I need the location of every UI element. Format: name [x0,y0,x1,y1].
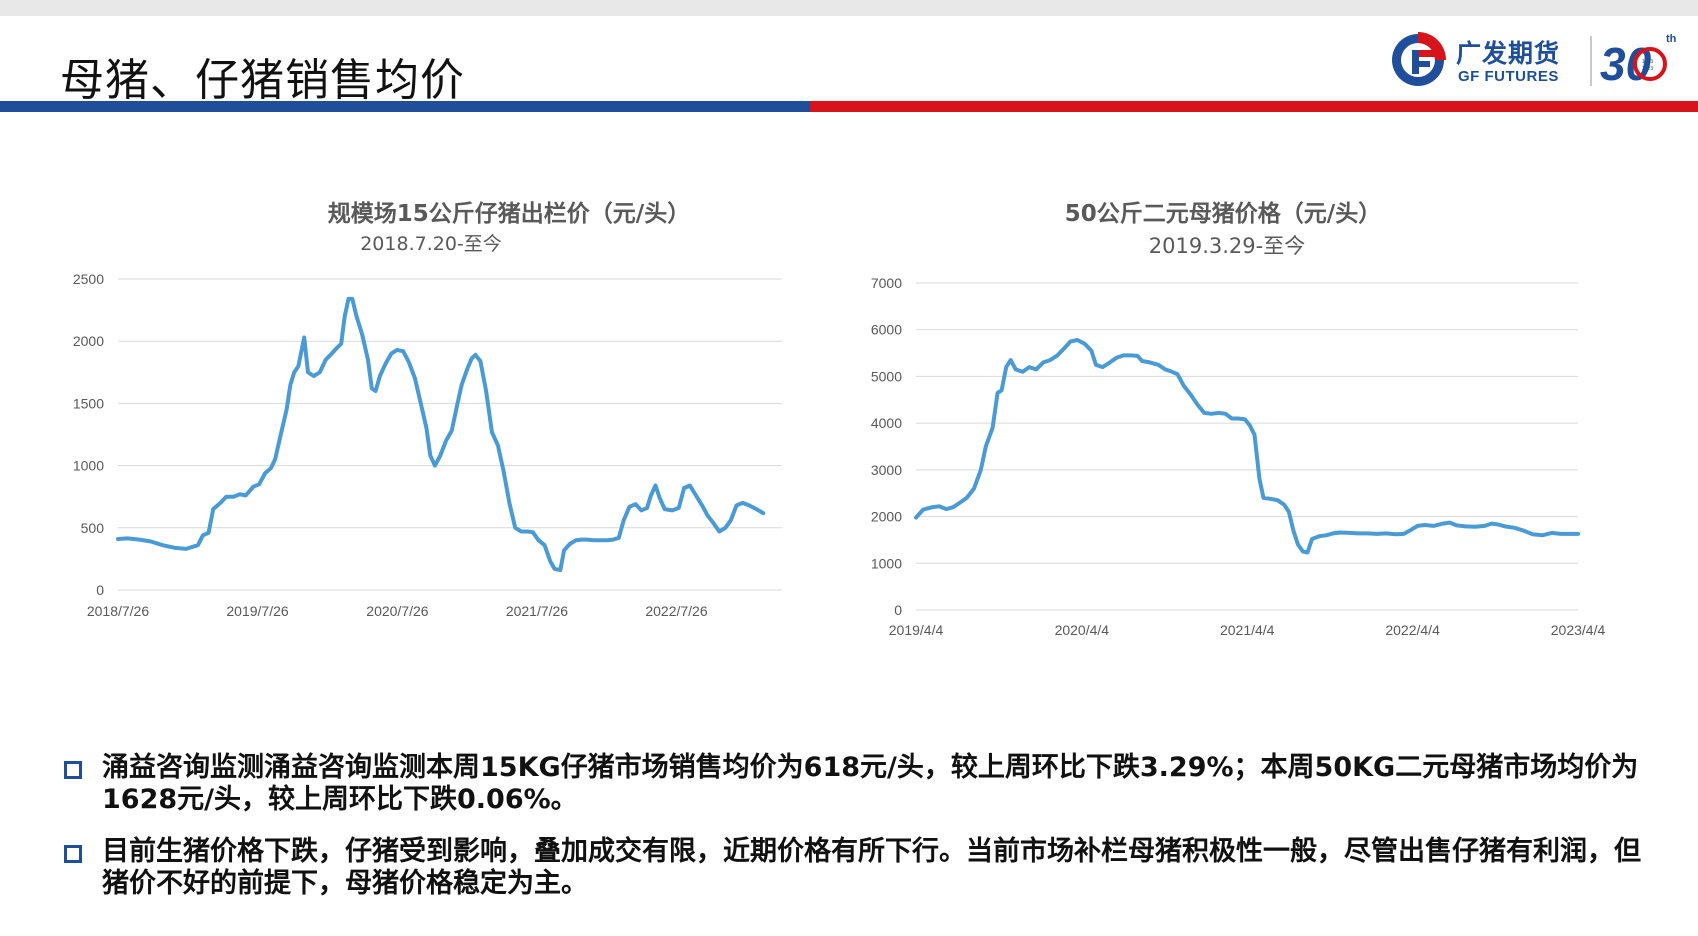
top-strip [0,0,1698,16]
anniversary-30th-icon: 30 1993 2023 th [1600,33,1677,90]
x-tick-label: 2019/7/26 [226,603,288,619]
header-bar-blue [0,101,810,112]
y-tick-label: 0 [894,602,902,618]
x-tick-label: 2021/4/4 [1220,622,1275,638]
series-line [116,296,766,573]
y-tick-label: 0 [96,582,104,598]
y-tick-label: 1500 [73,395,104,411]
x-tick-label: 2018/7/26 [87,603,149,619]
bullet-text: 目前生猪价格下跌，仔猪受到影响，叠加成交有限，近期价格有所下行。当前市场补栏母猪… [102,836,1641,899]
x-tick-label: 2022/7/26 [645,603,707,619]
y-tick-label: 1000 [871,555,902,571]
brand-logo: 广发期货 GF FUTURES 30 1993 2023 th [1390,30,1680,92]
y-tick-label: 7000 [871,275,902,291]
anniversary-suffix: th [1666,33,1677,45]
y-tick-label: 2000 [73,333,104,349]
x-tick-label: 2022/4/4 [1385,622,1440,638]
y-tick-label: 3000 [871,462,902,478]
x-tick-label: 2019/4/4 [889,622,944,638]
brand-name-cn: 广发期货 [1456,39,1561,68]
y-tick-label: 500 [81,520,105,536]
y-tick-label: 2500 [73,271,104,287]
anniversary-number: 30 [1600,38,1652,90]
chart-title: 50公斤二元母猪价格（元/头） [1065,200,1381,227]
bullet-square-icon [64,845,82,863]
y-tick-label: 5000 [871,368,902,384]
bullet-text: 涌益咨询监测涌益咨询监测本周15KG仔猪市场销售均价为618元/头，较上周环比下… [102,752,1639,815]
sow-price-chart: 50公斤二元母猪价格（元/头） 2019.3.29-至今 0 1000 2000 30… [871,200,1606,638]
x-tick-label: 2021/7/26 [506,603,568,619]
y-tick-label: 6000 [871,322,902,338]
piglet-price-chart: 规模场15公斤仔猪出栏价（元/头） 2018.7.20-至今 0 500 1000 1… [73,200,782,619]
y-tick-label: 2000 [871,509,902,525]
x-tick-label: 2020/4/4 [1055,622,1110,638]
page-title: 母猪、仔猪销售均价 [60,55,465,106]
x-tick-label: 2020/7/26 [366,603,428,619]
x-tick-label: 2023/4/4 [1551,622,1606,638]
anniversary-year-start: 1993 [1642,59,1653,65]
bullet-square-icon [64,761,82,779]
chart-title: 规模场15公斤仔猪出栏价（元/头） [328,200,690,227]
chart-subtitle: 2019.3.29-至今 [1149,234,1305,258]
anniversary-year-end: 2023 [1642,66,1653,72]
bullet-item: 目前生猪价格下跌，仔猪受到影响，叠加成交有限，近期价格有所下行。当前市场补栏母猪… [62,836,1662,900]
y-tick-label: 4000 [871,415,902,431]
bullet-item: 涌益咨询监测涌益咨询监测本周15KG仔猪市场销售均价为618元/头，较上周环比下… [62,752,1662,816]
header-bar-red [810,101,1698,112]
summary-bullets: 涌益咨询监测涌益咨询监测本周15KG仔猪市场销售均价为618元/头，较上周环比下… [62,752,1662,920]
brand-name-en: GF FUTURES [1458,68,1559,85]
y-tick-label: 1000 [73,458,104,474]
logo-separator [1590,36,1592,86]
gf-logo-mark-icon [1392,32,1446,86]
series-line [914,338,1580,555]
chart-subtitle: 2018.7.20-至今 [360,233,502,255]
